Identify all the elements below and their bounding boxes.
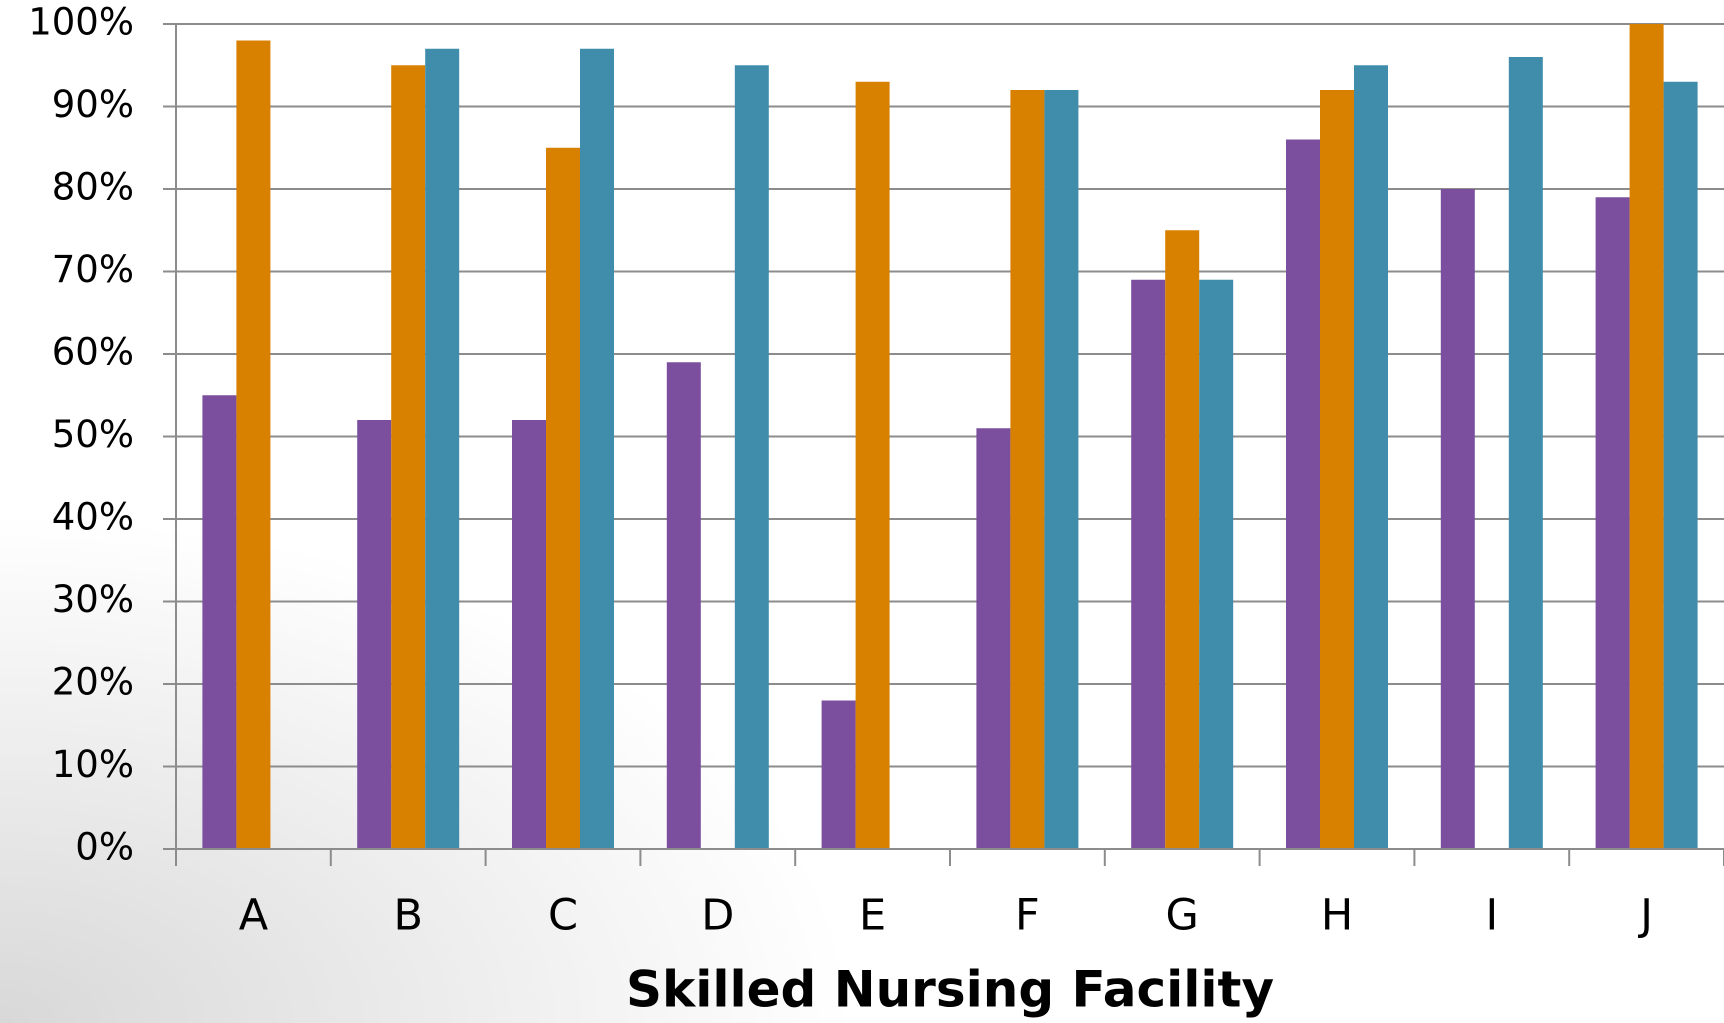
- x-tick-label: H: [1321, 891, 1353, 941]
- bar: [1131, 279, 1166, 849]
- bar: [1286, 139, 1320, 849]
- bar: [1629, 24, 1664, 849]
- x-tick-label: G: [1166, 891, 1199, 941]
- bar: [425, 48, 460, 849]
- x-axis-title: Skilled Nursing Facility: [626, 961, 1274, 1019]
- x-tick-label: B: [393, 891, 423, 941]
- bar: [855, 81, 890, 849]
- bar: [1044, 90, 1079, 849]
- bar: [512, 420, 546, 849]
- y-tick-label: 0%: [75, 826, 134, 869]
- y-tick-label: 90%: [52, 83, 134, 126]
- x-tick-label: C: [548, 891, 578, 941]
- x-tick-label: E: [859, 891, 886, 941]
- y-tick-label: 10%: [52, 743, 134, 786]
- y-tick-label: 20%: [52, 661, 134, 704]
- bar: [976, 428, 1011, 849]
- bar: [1354, 65, 1388, 849]
- bar: [1595, 197, 1630, 849]
- x-tick-label: J: [1637, 891, 1653, 941]
- bar: [202, 395, 237, 849]
- bar: [580, 48, 614, 849]
- y-tick-label: 60%: [52, 331, 134, 374]
- bar: [391, 65, 426, 849]
- bar: [1199, 279, 1234, 849]
- x-tick-label: F: [1015, 891, 1040, 941]
- x-tick-label: A: [239, 891, 269, 941]
- bar: [1663, 81, 1698, 849]
- bar: [1010, 90, 1045, 849]
- y-tick-label: 50%: [52, 413, 134, 456]
- x-tick-label: D: [701, 891, 734, 941]
- y-tick-label: 100%: [28, 1, 134, 44]
- bar: [1440, 189, 1475, 849]
- x-tick-label: I: [1485, 891, 1498, 941]
- bar: [1165, 230, 1200, 849]
- bar: [1508, 57, 1543, 849]
- y-tick-label: 30%: [52, 578, 134, 621]
- bar: [546, 147, 580, 849]
- bar: [236, 40, 271, 849]
- bar: [821, 700, 856, 849]
- bar: [666, 362, 701, 849]
- y-tick-label: 40%: [52, 496, 134, 539]
- bar: [734, 65, 769, 849]
- y-tick-label: 80%: [52, 166, 134, 209]
- bar: [357, 420, 392, 849]
- bar: [1320, 90, 1354, 849]
- y-tick-label: 70%: [52, 248, 134, 291]
